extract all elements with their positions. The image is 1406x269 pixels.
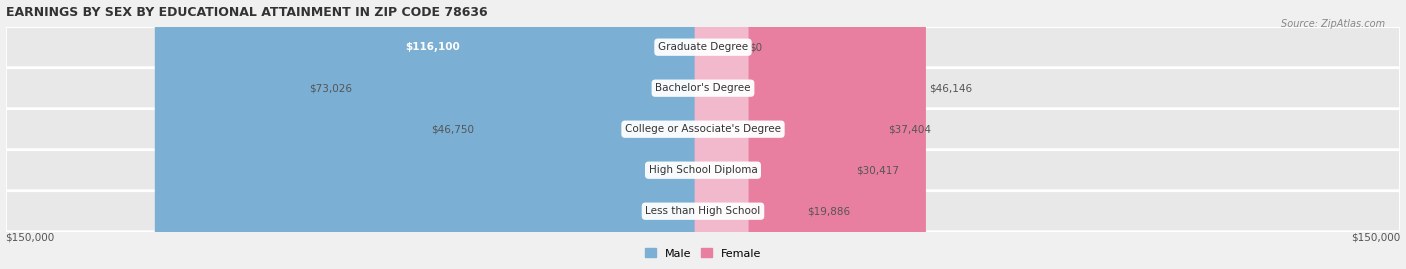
FancyBboxPatch shape [6, 109, 1400, 150]
Text: $30,417: $30,417 [856, 165, 898, 175]
Text: Graduate Degree: Graduate Degree [658, 42, 748, 52]
Text: $19,886: $19,886 [807, 206, 851, 216]
Text: Source: ZipAtlas.com: Source: ZipAtlas.com [1281, 19, 1385, 29]
Text: $0: $0 [678, 165, 692, 175]
Text: $150,000: $150,000 [1351, 232, 1400, 243]
FancyBboxPatch shape [695, 0, 804, 269]
FancyBboxPatch shape [695, 0, 886, 269]
FancyBboxPatch shape [6, 150, 1400, 191]
Legend: Male, Female: Male, Female [641, 244, 765, 263]
Text: $73,026: $73,026 [309, 83, 352, 93]
Text: $46,750: $46,750 [432, 124, 474, 134]
Text: $37,404: $37,404 [889, 124, 932, 134]
FancyBboxPatch shape [6, 68, 1400, 109]
Text: $46,146: $46,146 [929, 83, 973, 93]
Text: Less than High School: Less than High School [645, 206, 761, 216]
Text: College or Associate's Degree: College or Associate's Degree [626, 124, 780, 134]
FancyBboxPatch shape [477, 0, 711, 269]
FancyBboxPatch shape [6, 27, 1400, 68]
Text: Bachelor's Degree: Bachelor's Degree [655, 83, 751, 93]
Text: High School Diploma: High School Diploma [648, 165, 758, 175]
FancyBboxPatch shape [695, 0, 927, 269]
Text: $0: $0 [678, 206, 692, 216]
FancyBboxPatch shape [695, 0, 853, 269]
Text: EARNINGS BY SEX BY EDUCATIONAL ATTAINMENT IN ZIP CODE 78636: EARNINGS BY SEX BY EDUCATIONAL ATTAINMEN… [6, 6, 488, 19]
FancyBboxPatch shape [356, 0, 711, 269]
FancyBboxPatch shape [155, 0, 711, 269]
Text: $0: $0 [749, 42, 762, 52]
FancyBboxPatch shape [695, 0, 748, 269]
Text: $150,000: $150,000 [6, 232, 55, 243]
FancyBboxPatch shape [6, 191, 1400, 232]
Text: $116,100: $116,100 [406, 42, 460, 52]
